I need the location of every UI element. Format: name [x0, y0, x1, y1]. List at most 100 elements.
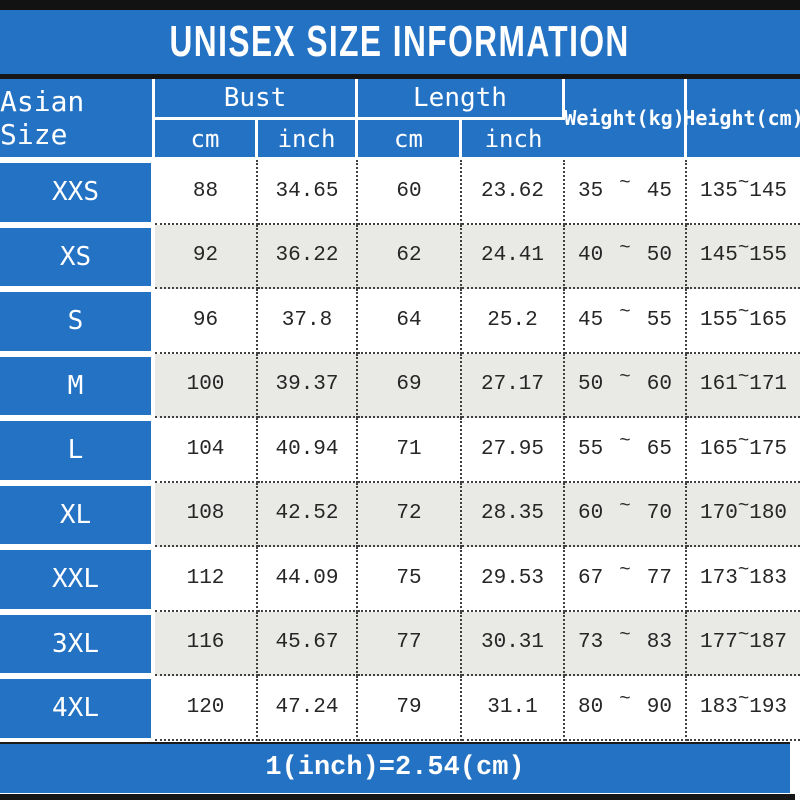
- tilde-separator: ~: [737, 430, 750, 453]
- weight-max: 83: [646, 631, 672, 655]
- height-range: 165 ~175: [687, 418, 800, 483]
- height-range: 173 ~183: [687, 547, 800, 612]
- tilde-separator: ~: [619, 430, 631, 453]
- length-inch-value: 28.35: [462, 482, 565, 547]
- length-cm-value: 64: [358, 289, 462, 354]
- weight-min: 73: [578, 631, 604, 655]
- height-range: 170 ~180: [687, 482, 800, 547]
- height-max: 180: [749, 502, 788, 526]
- title-bar: UNISEX SIZE INFORMATION: [0, 10, 800, 74]
- table-row-xl: XL 108 42.52 72 28.35 60 ~70 170 ~180: [0, 482, 800, 547]
- bust-inch-value: 40.94: [258, 418, 358, 483]
- tilde-separator: ~: [619, 494, 631, 517]
- weight-max: 70: [646, 502, 672, 526]
- tilde-separator: ~: [737, 559, 750, 582]
- length-inch-value: 27.17: [462, 353, 565, 418]
- length-cm-value: 60: [358, 160, 462, 225]
- height-range: 145 ~155: [687, 224, 800, 289]
- height-max: 145: [749, 179, 788, 203]
- tilde-separator: ~: [619, 623, 631, 646]
- weight-range: 45 ~55: [565, 289, 687, 354]
- size-label: XXS: [0, 160, 155, 225]
- bust-inch-value: 42.52: [258, 482, 358, 547]
- tilde-separator: ~: [619, 559, 631, 582]
- height-min: 161: [700, 373, 738, 397]
- weight-max: 65: [646, 437, 672, 461]
- height-range: 177 ~187: [687, 611, 800, 676]
- height-range: 183 ~193: [687, 676, 800, 741]
- size-label: 4XL: [0, 676, 155, 741]
- header-weight: Weight(kg): [564, 79, 687, 157]
- length-inch-value: 25.2: [462, 289, 565, 354]
- height-min: 177: [700, 631, 738, 655]
- size-label: L: [0, 418, 155, 483]
- height-min: 173: [700, 566, 738, 590]
- length-inch-value: 27.95: [462, 418, 565, 483]
- length-inch-value: 29.53: [462, 547, 565, 612]
- weight-max: 55: [646, 308, 672, 332]
- height-range: 135 ~145: [687, 160, 800, 225]
- bust-inch-value: 36.22: [258, 224, 358, 289]
- weight-min: 55: [578, 437, 604, 461]
- length-cm-value: 62: [358, 224, 462, 289]
- size-label: 3XL: [0, 611, 155, 676]
- bust-cm-value: 104: [155, 418, 258, 483]
- weight-min: 50: [578, 373, 604, 397]
- weight-max: 77: [646, 566, 672, 590]
- height-max: 187: [749, 631, 788, 655]
- weight-range: 60 ~70: [565, 482, 687, 547]
- bust-inch-value: 47.24: [258, 676, 358, 741]
- tilde-separator: ~: [737, 494, 750, 517]
- length-cm-value: 77: [358, 611, 462, 676]
- weight-max: 50: [646, 244, 672, 268]
- height-max: 175: [749, 437, 788, 461]
- height-max: 183: [749, 566, 788, 590]
- table-row-xs: XS 92 36.22 62 24.41 40 ~50 145 ~155: [0, 224, 800, 289]
- header-bust-inch: inch: [258, 120, 358, 157]
- height-max: 193: [749, 695, 788, 719]
- size-label: M: [0, 353, 155, 418]
- bust-inch-value: 45.67: [258, 611, 358, 676]
- tilde-separator: ~: [737, 236, 750, 259]
- weight-min: 40: [578, 244, 604, 268]
- bust-cm-value: 88: [155, 160, 258, 225]
- weight-range: 50 ~60: [565, 353, 687, 418]
- tilde-separator: ~: [737, 623, 750, 646]
- bust-cm-value: 92: [155, 224, 258, 289]
- conversion-note: 1(inch)=2.54(cm): [265, 753, 525, 783]
- bottom-black-bar: [0, 793, 795, 800]
- size-label: XS: [0, 224, 155, 289]
- height-max: 165: [749, 308, 788, 332]
- height-max: 155: [749, 244, 788, 268]
- bust-inch-value: 39.37: [258, 353, 358, 418]
- table-row-3xl: 3XL 116 45.67 77 30.31 73 ~83 177 ~187: [0, 611, 800, 676]
- bust-cm-value: 100: [155, 353, 258, 418]
- weight-max: 45: [646, 179, 672, 203]
- table-row-xxs: XXS 88 34.65 60 23.62 35 ~45 135 ~145: [0, 160, 800, 225]
- bust-cm-value: 112: [155, 547, 258, 612]
- tilde-separator: ~: [619, 688, 631, 711]
- height-min: 155: [700, 308, 738, 332]
- length-inch-value: 23.62: [462, 160, 565, 225]
- header-bust: Bust: [155, 79, 358, 120]
- bust-cm-value: 116: [155, 611, 258, 676]
- title-separator-line: [0, 74, 800, 79]
- table-row-m: M 100 39.37 69 27.17 50 ~60 161 ~171: [0, 353, 800, 418]
- top-black-bar: [0, 0, 800, 10]
- weight-min: 60: [578, 502, 604, 526]
- weight-range: 73 ~83: [565, 611, 687, 676]
- height-range: 161 ~171: [687, 353, 800, 418]
- height-min: 145: [700, 244, 738, 268]
- height-min: 183: [700, 695, 738, 719]
- tilde-separator: ~: [737, 301, 750, 324]
- weight-min: 67: [578, 566, 604, 590]
- length-inch-value: 30.31: [462, 611, 565, 676]
- bust-cm-value: 108: [155, 482, 258, 547]
- weight-min: 80: [578, 695, 604, 719]
- length-cm-value: 72: [358, 482, 462, 547]
- footer-right-margin: [790, 741, 800, 793]
- bust-cm-value: 120: [155, 676, 258, 741]
- tilde-separator: ~: [619, 172, 631, 195]
- length-inch-value: 31.1: [462, 676, 565, 741]
